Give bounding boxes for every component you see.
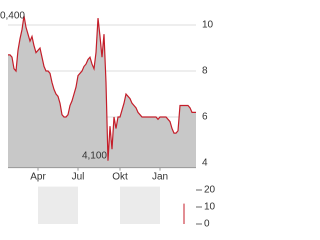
x-tick-label: Jan xyxy=(152,172,168,183)
x-tick-label: Apr xyxy=(30,172,46,183)
quarter-band xyxy=(120,186,160,224)
x-tick-label: Jul xyxy=(72,172,85,183)
volume-tick-label: 20 xyxy=(204,185,216,196)
y-tick-label: 4 xyxy=(202,158,208,169)
y-tick-label: 10 xyxy=(202,20,214,31)
y-tick-label: 6 xyxy=(202,112,208,123)
price-line xyxy=(8,15,196,161)
chart: 4 6 8 10 10,400 4,100 Apr Jul Okt Jan 0 10 20 xyxy=(0,10,216,230)
area xyxy=(8,15,196,168)
volume-tick-label: 0 xyxy=(204,219,210,230)
volume-tick-label: 10 xyxy=(204,202,216,213)
x-tick-label: Okt xyxy=(112,172,128,183)
low-label: 4,100 xyxy=(82,150,107,161)
quarter-band xyxy=(38,186,78,224)
y-tick-label: 8 xyxy=(202,66,208,77)
high-label: 10,400 xyxy=(0,10,25,21)
volume-bar xyxy=(183,203,185,224)
